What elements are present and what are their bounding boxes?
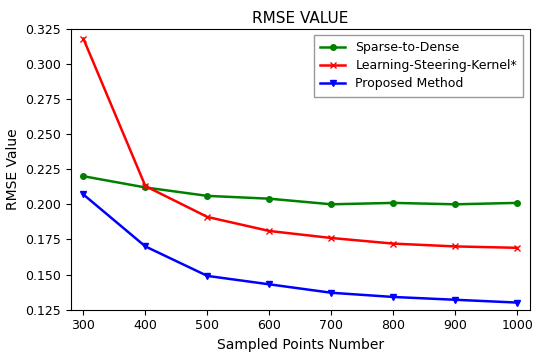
Sparse-to-Dense bbox=[142, 185, 149, 190]
Sparse-to-Dense bbox=[328, 202, 335, 207]
Sparse-to-Dense bbox=[514, 201, 520, 205]
Proposed Method bbox=[204, 274, 211, 278]
Sparse-to-Dense bbox=[204, 194, 211, 198]
Learning-Steering-Kernel* bbox=[142, 184, 149, 188]
Learning-Steering-Kernel* bbox=[328, 236, 335, 240]
Learning-Steering-Kernel* bbox=[390, 242, 396, 246]
Line: Proposed Method: Proposed Method bbox=[80, 191, 521, 306]
Legend: Sparse-to-Dense, Learning-Steering-Kernel*, Proposed Method: Sparse-to-Dense, Learning-Steering-Kerne… bbox=[314, 35, 524, 96]
Proposed Method bbox=[266, 282, 272, 287]
Proposed Method bbox=[390, 295, 396, 299]
Proposed Method bbox=[328, 291, 335, 295]
Proposed Method bbox=[452, 298, 459, 302]
Line: Learning-Steering-Kernel*: Learning-Steering-Kernel* bbox=[80, 35, 521, 251]
Sparse-to-Dense bbox=[452, 202, 459, 207]
Learning-Steering-Kernel* bbox=[452, 244, 459, 248]
Sparse-to-Dense bbox=[390, 201, 396, 205]
Sparse-to-Dense bbox=[266, 197, 272, 201]
Proposed Method bbox=[80, 192, 87, 197]
Proposed Method bbox=[514, 300, 520, 305]
Sparse-to-Dense bbox=[80, 174, 87, 179]
Learning-Steering-Kernel* bbox=[80, 36, 87, 41]
Title: RMSE VALUE: RMSE VALUE bbox=[252, 11, 348, 26]
Proposed Method bbox=[142, 244, 149, 248]
Learning-Steering-Kernel* bbox=[204, 215, 211, 219]
X-axis label: Sampled Points Number: Sampled Points Number bbox=[217, 338, 384, 352]
Line: Sparse-to-Dense: Sparse-to-Dense bbox=[81, 174, 520, 207]
Y-axis label: RMSE Value: RMSE Value bbox=[6, 129, 20, 210]
Learning-Steering-Kernel* bbox=[514, 246, 520, 250]
Learning-Steering-Kernel* bbox=[266, 229, 272, 233]
